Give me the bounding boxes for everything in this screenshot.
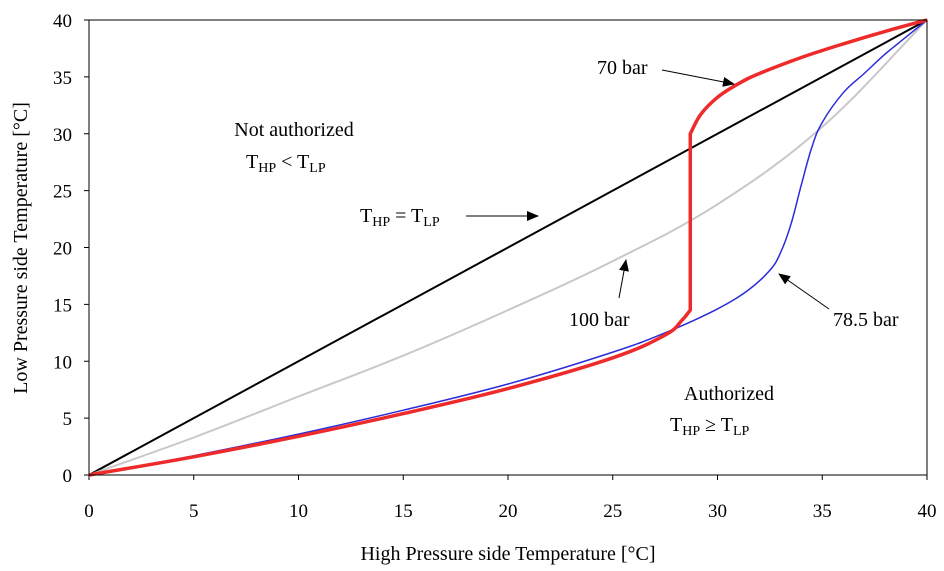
x-tick-label: 5: [189, 501, 199, 522]
label-100-bar: 100 bar: [569, 309, 630, 331]
label-78-5-bar: 78.5 bar: [833, 309, 899, 331]
series-line-1: [88, 19, 928, 476]
label-70-bar: 70 bar: [597, 57, 648, 79]
series-line-2: [88, 19, 928, 476]
authorized-label: Authorized: [684, 383, 774, 405]
series-line-0: [88, 19, 928, 476]
x-tick-label: 15: [394, 501, 413, 522]
y-tick-label: 35: [53, 68, 72, 89]
y-tick-label: 15: [53, 295, 72, 316]
not-authorized-label: Not authorized: [234, 119, 353, 141]
equality-label: THP = TLP: [360, 205, 440, 230]
x-tick-label: 10: [289, 501, 308, 522]
arrow-78-5-bar: [778, 273, 830, 310]
y-tick-label: 5: [63, 409, 73, 430]
x-tick-label: 30: [708, 501, 727, 522]
y-tick-label: 30: [53, 125, 72, 146]
not-authorized-inequality: THP < TLP: [246, 151, 326, 176]
x-tick-label: 20: [499, 501, 518, 522]
x-tick-label: 35: [813, 501, 832, 522]
series-line-3: [88, 18, 928, 477]
plot-frame: [88, 19, 928, 476]
y-tick-label: 25: [53, 182, 72, 203]
y-tick-label: 20: [53, 239, 72, 260]
y-axis-title: Low Pressure side Temperature [°C]: [10, 102, 32, 394]
x-tick-label: 0: [84, 501, 94, 522]
y-tick-label: 0: [63, 466, 73, 487]
authorized-inequality: THP ≥ TLP: [670, 414, 750, 439]
arrow-70-bar: [661, 69, 735, 87]
x-tick-label: 25: [603, 501, 622, 522]
x-tick-label: 40: [918, 501, 937, 522]
y-tick-label: 10: [53, 352, 72, 373]
y-tick-label: 40: [53, 11, 72, 32]
x-axis-title: High Pressure side Temperature [°C]: [360, 543, 655, 565]
arrow-100-bar: [618, 259, 629, 299]
